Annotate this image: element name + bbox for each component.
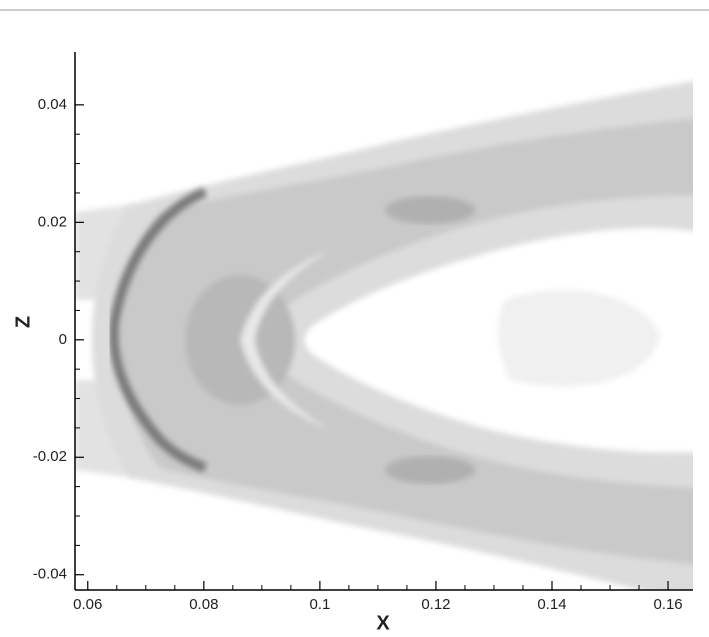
shock-front [109, 187, 207, 473]
y-tick-label: 0 [59, 331, 67, 348]
y-tick-label: 0.02 [38, 213, 67, 230]
x-tick-label: 0.08 [189, 596, 218, 613]
y-axis-title: Z [12, 316, 34, 328]
y-tick-label: 0.04 [38, 96, 67, 113]
x-axis-title: X [376, 612, 390, 634]
x-tick-label: 0.14 [537, 596, 566, 613]
contour-region [385, 196, 475, 224]
y-tick-label: -0.04 [33, 566, 67, 583]
x-tick-label: 0.06 [73, 596, 102, 613]
x-tick-label: 0.16 [653, 596, 682, 613]
contour-field [75, 81, 693, 590]
contour-region [498, 290, 660, 387]
x-tick-label: 0.1 [309, 596, 330, 613]
contour-region [120, 118, 693, 565]
x-tick-label: 0.12 [421, 596, 450, 613]
contour-region [385, 456, 475, 484]
y-tick-label: -0.02 [33, 448, 67, 465]
